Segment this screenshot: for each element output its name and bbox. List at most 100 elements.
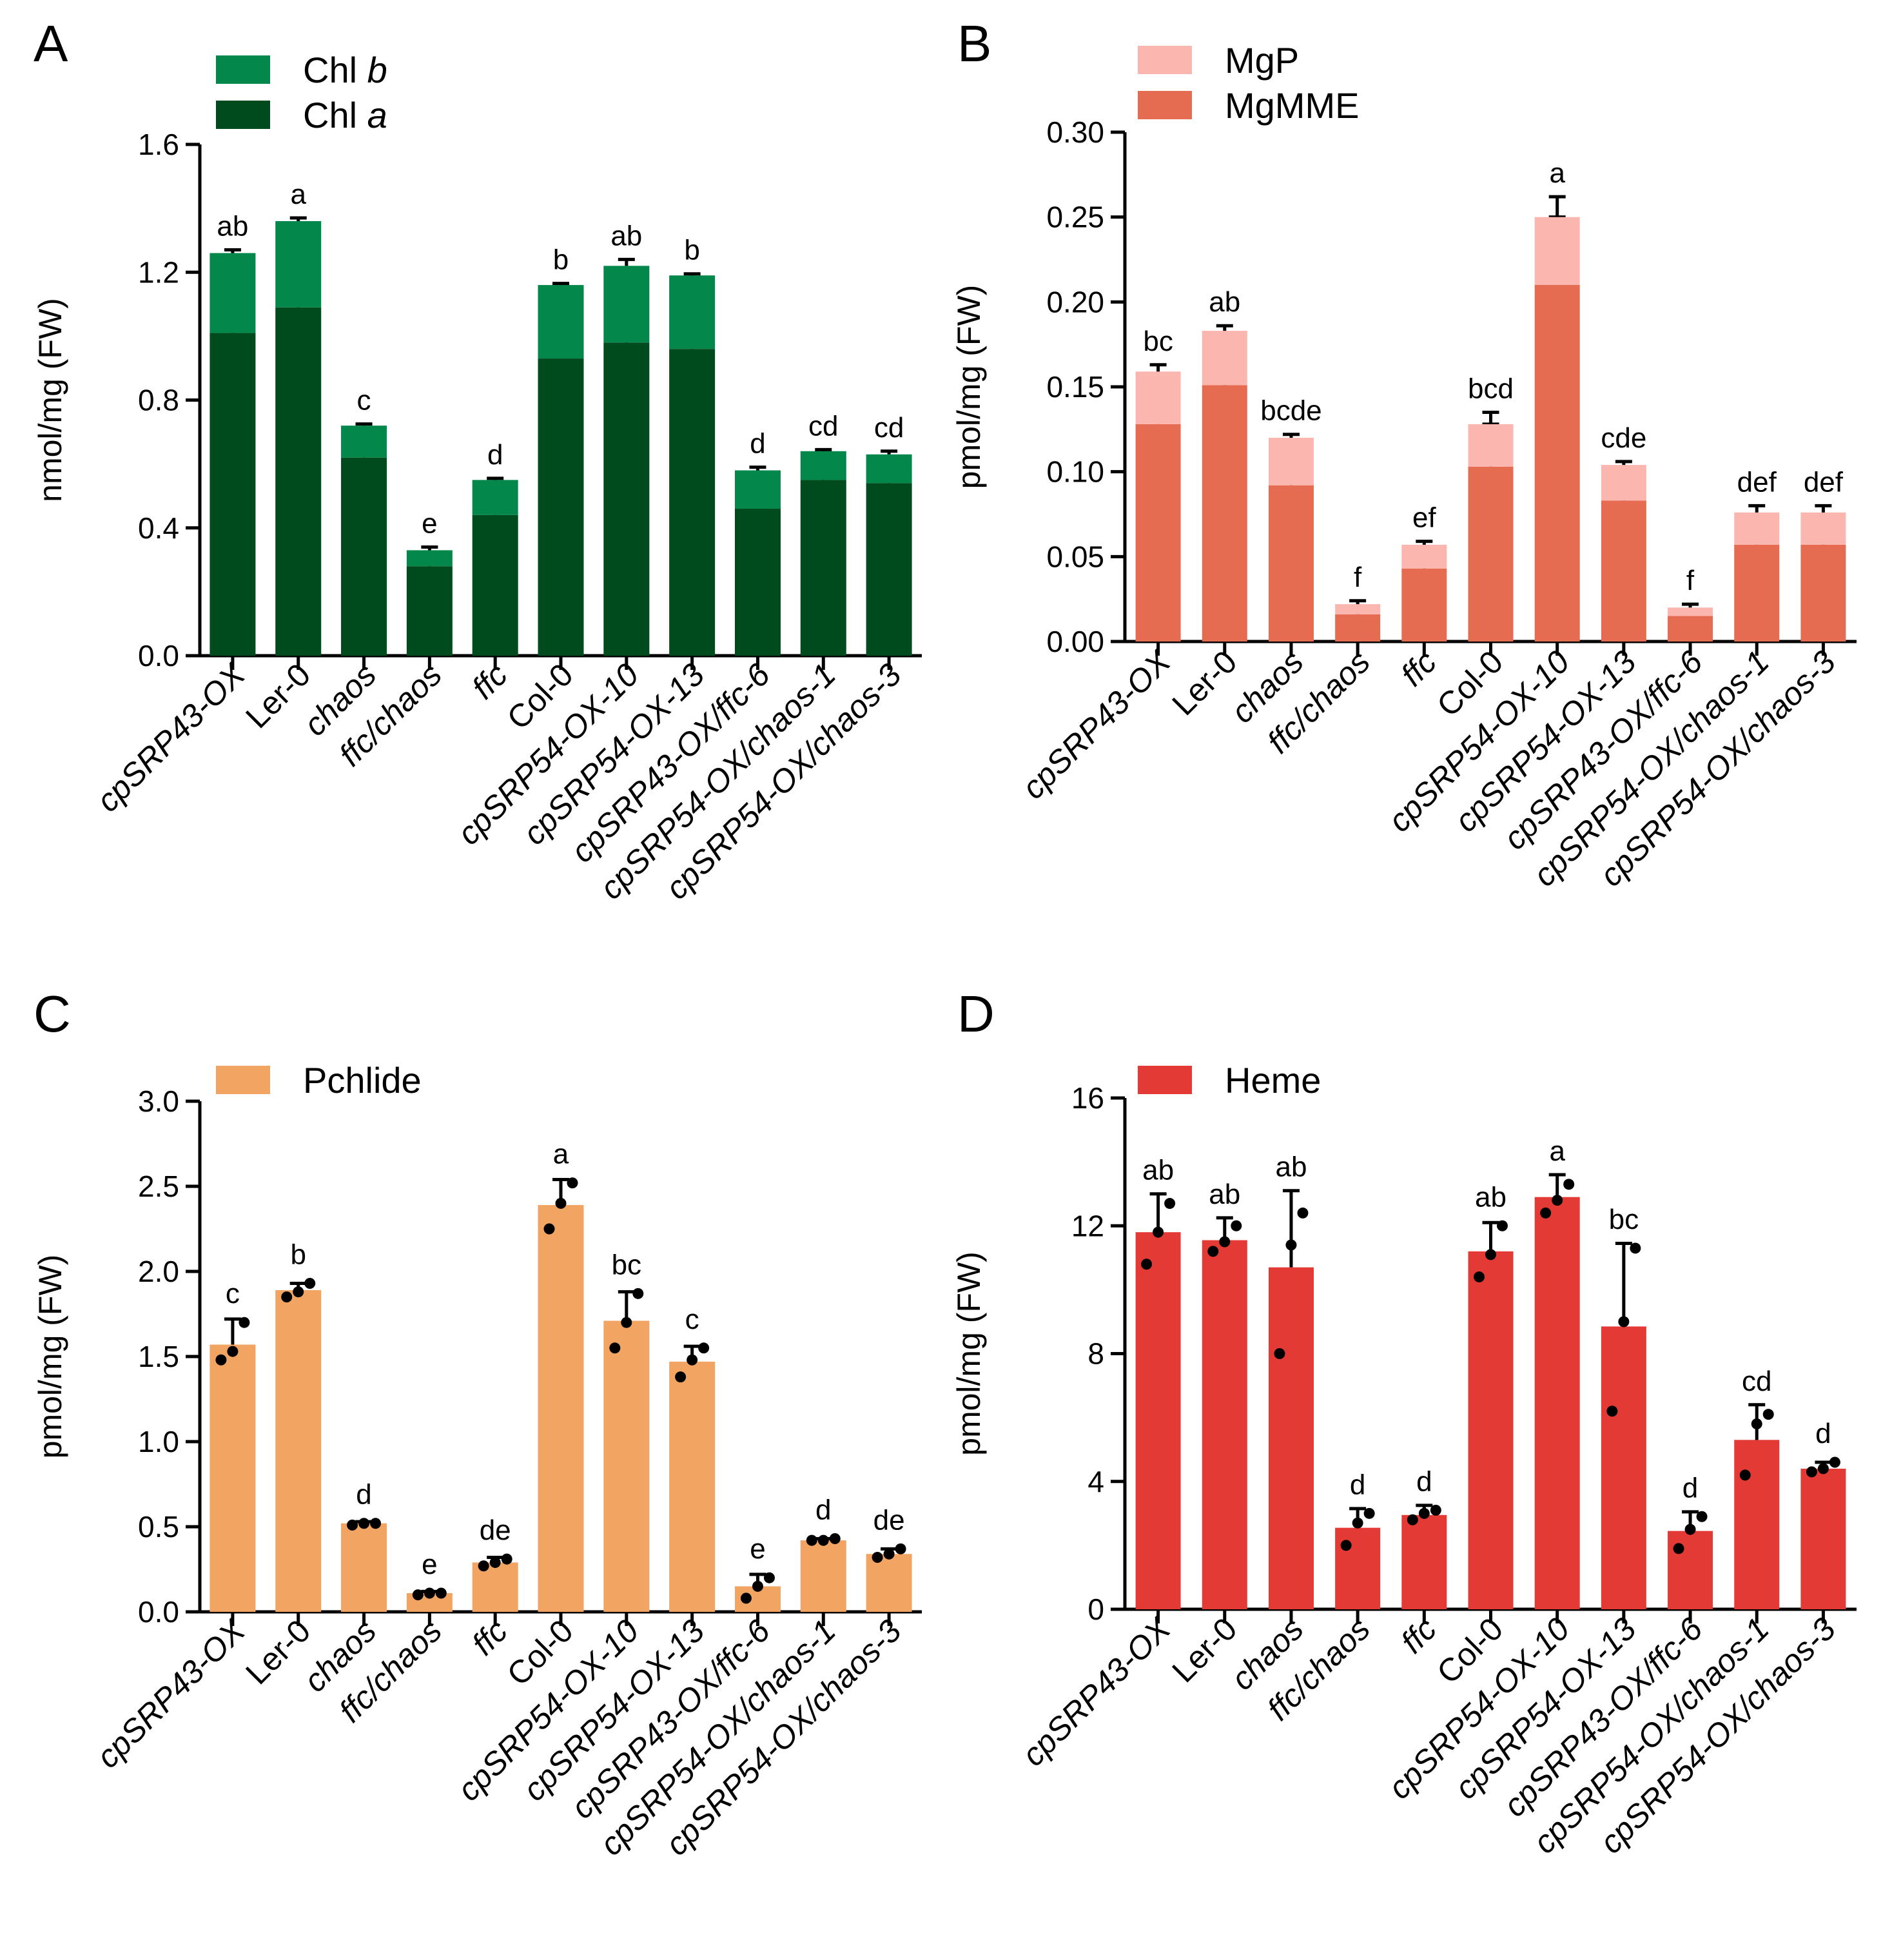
data-point [489, 1556, 501, 1568]
data-point [1164, 1198, 1176, 1210]
bar [1135, 371, 1181, 424]
bar [669, 349, 716, 656]
bar [538, 285, 584, 359]
data-point [1407, 1514, 1418, 1525]
bar [603, 266, 650, 343]
bar [1734, 1440, 1780, 1609]
y-axis-title: pmol/mg (FW) [951, 285, 987, 489]
data-point [227, 1346, 239, 1357]
bar [472, 480, 518, 515]
data-point [304, 1277, 316, 1289]
data-point [752, 1580, 763, 1592]
data-point [1297, 1207, 1309, 1219]
data-point [1751, 1418, 1762, 1430]
significance-label: e [750, 1533, 765, 1565]
data-point [501, 1553, 512, 1565]
y-tick-label: 0.30 [1046, 115, 1104, 149]
significance-label: b [290, 1239, 306, 1270]
y-tick-label: 0.25 [1046, 201, 1104, 234]
data-point [675, 1371, 687, 1383]
y-tick-label: 1.0 [138, 1425, 179, 1458]
data-point [239, 1317, 250, 1328]
data-point [555, 1197, 567, 1209]
bar [1668, 616, 1713, 642]
bar [1468, 1251, 1514, 1609]
data-point [370, 1518, 382, 1529]
data-point [1630, 1242, 1641, 1254]
legend-swatch [1138, 1066, 1192, 1094]
x-category-label: cpSRP43-OX [90, 656, 253, 819]
data-point [609, 1342, 621, 1354]
data-point [1806, 1466, 1817, 1478]
y-axis-title: nmol/mg (FW) [32, 298, 68, 502]
significance-label: cd [1742, 1366, 1771, 1397]
panel-letter: A [34, 15, 68, 72]
data-point [1141, 1259, 1153, 1270]
bar [669, 1361, 716, 1612]
x-category-label: cpSRP43-OX [1015, 643, 1178, 806]
data-point [1606, 1406, 1618, 1417]
bar [669, 275, 716, 349]
significance-label: bcd [1468, 373, 1514, 405]
significance-label: a [1549, 157, 1565, 189]
bar [1534, 285, 1580, 642]
bar [1135, 1232, 1181, 1609]
bar [1202, 385, 1247, 642]
data-point [1817, 1463, 1829, 1475]
data-point [1285, 1239, 1297, 1251]
data-point [895, 1543, 906, 1554]
significance-label: ab [1275, 1152, 1307, 1183]
data-point [883, 1548, 895, 1560]
y-tick-label: 0.5 [138, 1510, 179, 1544]
data-point [806, 1534, 817, 1546]
bar [406, 566, 453, 656]
y-tick-label: 1.5 [138, 1340, 179, 1373]
legend-label: Chl b [303, 50, 387, 90]
x-category-label: ffc [1394, 643, 1443, 693]
significance-label: d [1815, 1418, 1831, 1449]
y-tick-label: 4 [1087, 1465, 1104, 1498]
legend-label: Pchlide [303, 1060, 422, 1101]
data-point [1352, 1517, 1363, 1529]
data-point [1274, 1348, 1285, 1359]
data-point [1739, 1469, 1751, 1481]
significance-label: cde [1601, 422, 1646, 454]
legend-label: MgP [1225, 40, 1299, 81]
bar [275, 1290, 322, 1612]
bar [734, 470, 781, 509]
data-point [1219, 1236, 1231, 1248]
bar [341, 1523, 387, 1612]
significance-label: bc [612, 1249, 641, 1280]
data-point [1474, 1271, 1485, 1283]
data-point [347, 1519, 358, 1531]
data-point [1618, 1316, 1630, 1328]
data-point [829, 1533, 841, 1544]
bar [1601, 465, 1646, 501]
significance-label: e [422, 1549, 437, 1580]
bar [1468, 424, 1514, 467]
significance-label: de [873, 1504, 905, 1536]
y-tick-label: 16 [1071, 1081, 1104, 1115]
panel-letter: D [957, 985, 995, 1043]
data-point [424, 1587, 435, 1599]
y-tick-label: 0.15 [1046, 370, 1104, 404]
bar [1800, 1468, 1846, 1609]
significance-label: d [815, 1494, 831, 1525]
y-tick-label: 0.0 [138, 639, 179, 672]
bar [1202, 331, 1247, 386]
bar [1135, 424, 1181, 642]
data-point [1231, 1220, 1242, 1231]
data-point [763, 1572, 775, 1583]
significance-label: def [1804, 466, 1844, 498]
data-point [872, 1552, 883, 1563]
bar [866, 483, 912, 656]
data-point [1430, 1504, 1441, 1516]
data-point [281, 1291, 293, 1303]
legend-swatch [216, 55, 270, 84]
x-category-label: ffc [465, 656, 514, 706]
data-point [1829, 1456, 1840, 1468]
significance-label: bc [1143, 326, 1173, 357]
data-point [435, 1587, 447, 1599]
